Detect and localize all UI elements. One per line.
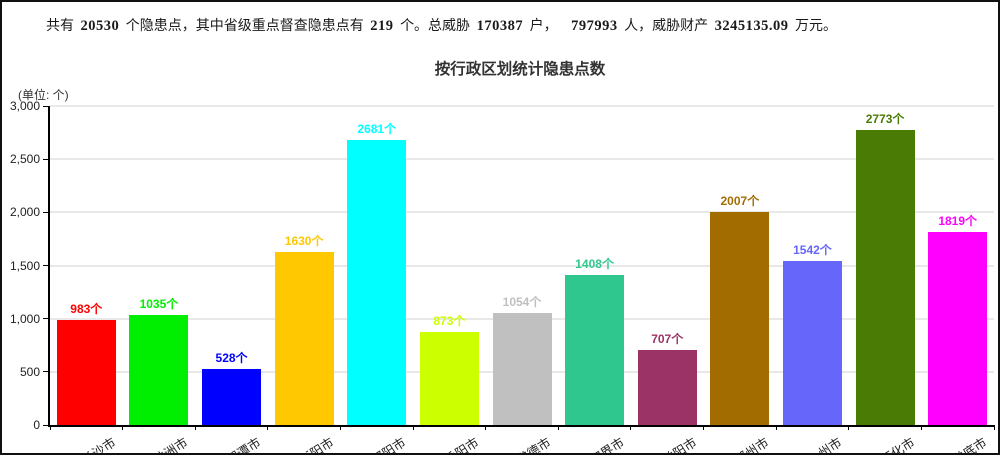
gridline [50, 264, 994, 267]
summary-number: 20530 [80, 18, 120, 34]
x-axis-tick [485, 425, 487, 430]
x-axis-tick [848, 425, 850, 430]
unit-label: (单位: 个) [18, 88, 69, 102]
y-axis-tick [43, 424, 48, 426]
bar[interactable] [274, 251, 334, 425]
summary-number: 3245135.09 [714, 18, 789, 34]
y-axis-tick [43, 211, 48, 213]
bar-value-label: 2773个 [865, 112, 905, 127]
bar[interactable] [347, 139, 407, 425]
bar[interactable] [855, 130, 915, 425]
x-axis-tick [630, 425, 632, 430]
x-axis-tick [993, 425, 995, 430]
bar-value-label: 707个 [651, 331, 684, 346]
gridline [50, 211, 994, 214]
y-axis-tick-label: 2,500 [9, 152, 40, 167]
chart-title: 按行政区划统计隐患点数 [434, 61, 606, 78]
y-axis-tick-label: 2,000 [9, 205, 40, 220]
bar[interactable] [56, 320, 116, 425]
x-axis-label: 娄底市 [950, 435, 990, 455]
y-axis-tick [43, 371, 48, 373]
x-axis-tick [557, 425, 559, 430]
bar[interactable] [492, 312, 552, 425]
y-axis-tick-label: 1,500 [9, 258, 40, 273]
summary-fragment: 个。总威胁 [400, 19, 471, 34]
gridline [50, 105, 994, 107]
y-axis-tick [43, 158, 48, 160]
x-axis-tick [49, 425, 51, 430]
x-axis-tick [775, 425, 777, 430]
bar[interactable] [782, 261, 842, 425]
x-axis-label: 郴州市 [732, 435, 772, 455]
summary-fragment: 人，威胁财产 [624, 19, 709, 34]
bar[interactable] [928, 231, 988, 425]
summary-fragment: 共有 [46, 19, 74, 34]
bar-value-label: 1542个 [793, 243, 832, 258]
y-axis-tick [43, 318, 48, 320]
bar-value-label: 1408个 [575, 257, 614, 272]
y-axis-tick [43, 265, 48, 266]
plot-area: 0 500 1,000 1,500 2,000 2,500 3,000 983个长沙市 1035… [10, 99, 995, 453]
x-axis-label: 常德市 [514, 435, 554, 455]
summary-fragment: 个隐患点，其中省级重点督查隐患点有 [125, 19, 364, 34]
bar[interactable] [419, 332, 479, 425]
bar-value-label: 1035个 [139, 296, 179, 311]
x-axis-tick [267, 425, 269, 430]
x-axis-label: 衡阳市 [296, 435, 336, 455]
x-axis-tick [122, 425, 124, 430]
x-axis-label: 株洲市 [151, 435, 191, 455]
x-axis-tick [194, 425, 196, 430]
bar-value-label: 1819个 [938, 213, 978, 228]
summary-number: 170387 [476, 18, 524, 34]
x-axis-label: 张家界市 [576, 435, 627, 455]
y-axis-tick-label: 1,000 [9, 311, 40, 326]
x-axis-tick [412, 425, 414, 430]
y-axis-tick-label: 500 [19, 364, 40, 379]
summary-fragment: 万元。 [795, 19, 838, 34]
x-axis-label: 岳阳市 [442, 435, 482, 455]
summary-number: 219 [370, 18, 394, 34]
x-axis-label: 益阳市 [659, 435, 700, 455]
x-axis-label: 长沙市 [79, 435, 119, 455]
bar-value-label: 2681个 [357, 121, 397, 136]
y-axis-tick-label: 3,000 [9, 99, 40, 113]
bar[interactable] [129, 314, 189, 425]
summary-fragment: 户， [529, 19, 565, 34]
x-axis-tick [920, 425, 922, 430]
bar[interactable] [637, 349, 697, 425]
summary-text: 共有 20530 个隐患点，其中省级重点督查隐患点有 219 个。总威胁 170387 户，… [46, 15, 976, 35]
bar[interactable] [202, 368, 262, 425]
bar-value-label: 2007个 [720, 193, 760, 208]
bar-value-label: 983个 [70, 302, 103, 317]
bar-value-label: 873个 [433, 314, 466, 329]
y-axis-tick [43, 105, 48, 107]
bar-value-label: 1630个 [284, 233, 324, 248]
x-axis-label: 永州市 [805, 435, 845, 455]
bar-value-label: 1054个 [502, 294, 542, 309]
x-axis-label: 湘潭市 [224, 435, 264, 455]
y-axis-tick-label: 0 [33, 418, 40, 432]
bar[interactable] [710, 211, 770, 425]
x-axis-label: 怀化市 [877, 435, 917, 455]
summary-number: 797993 [571, 18, 618, 34]
x-axis-tick [703, 425, 705, 430]
x-axis-label: 邵阳市 [369, 435, 409, 455]
x-axis-tick [339, 425, 341, 430]
gridline [50, 158, 994, 161]
bar-value-label: 528个 [215, 350, 248, 365]
bar[interactable] [565, 275, 625, 425]
